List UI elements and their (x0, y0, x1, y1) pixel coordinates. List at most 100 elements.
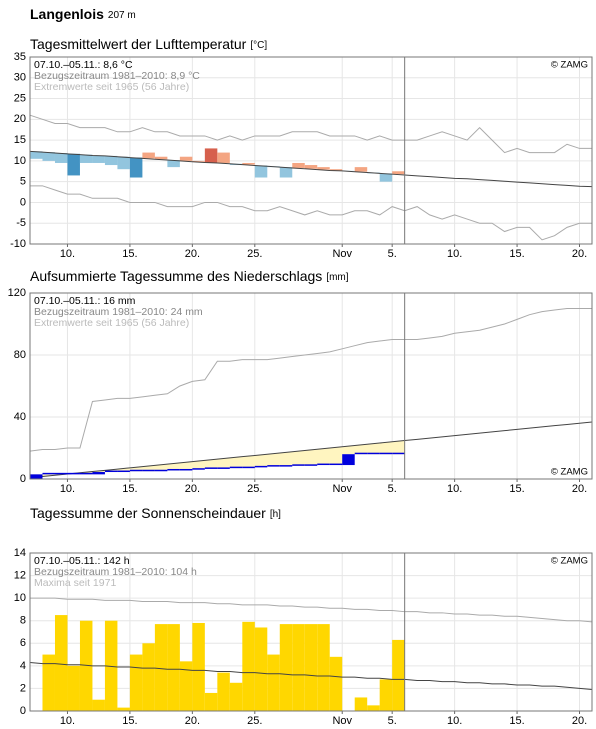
chart-title-text: Aufsummierte Tagessumme des Niederschlag… (30, 268, 322, 284)
anomaly-bar (304, 165, 318, 169)
line (29, 150, 593, 188)
x-tick-label: 25. (247, 483, 262, 495)
chart-title: Tagessumme der Sonnenscheindauer [h] (30, 505, 281, 521)
x-tick-label: 10. (60, 248, 75, 260)
precip-bar (67, 472, 80, 475)
x-tick-label: 15. (509, 483, 524, 495)
bar (79, 620, 93, 711)
line (30, 185, 592, 241)
line (30, 597, 593, 623)
anomaly-bar (217, 152, 230, 163)
x-tick-label: 20. (185, 715, 200, 727)
x-tick-label: 25. (247, 715, 262, 727)
bar (104, 620, 118, 711)
y-tick-label: 35 (14, 51, 26, 63)
x-tick-label: 20. (572, 248, 587, 260)
bar (217, 672, 230, 711)
precip-bar (192, 468, 205, 470)
precip-bar (42, 472, 55, 475)
y-tick-label: 15 (14, 134, 26, 146)
anomaly-bar (129, 157, 143, 178)
annotation: 07.10.–05.11.: 16 mm (34, 295, 136, 307)
x-tick-label: 10. (447, 248, 462, 260)
bar (142, 643, 155, 711)
x-tick-label: 10. (447, 483, 462, 495)
bar (204, 692, 218, 711)
x-tick-label: 20. (185, 483, 200, 495)
anomaly-bar (167, 160, 180, 168)
precip-bar (304, 464, 318, 466)
precip-bar (217, 467, 230, 469)
bar (129, 654, 143, 711)
y-tick-label: 4 (20, 660, 26, 672)
precip-bar (142, 469, 155, 472)
x-tick-label: 5. (388, 715, 397, 727)
y-tick-label: 20 (14, 113, 26, 125)
precip-bar (342, 454, 355, 466)
bar (154, 624, 168, 711)
y-tick-label: 0 (20, 196, 26, 208)
bar (367, 705, 380, 711)
chart: Aufsummierte Tagessumme des Niederschlag… (8, 268, 593, 495)
anomaly-bar (329, 169, 343, 171)
x-tick-label: 10. (60, 483, 75, 495)
anomaly-bar (317, 167, 330, 170)
x-tick-label: 15. (122, 248, 137, 260)
precip-bar (254, 465, 268, 468)
anomaly-bar (192, 160, 205, 162)
precip-bar (129, 469, 143, 472)
anomaly-bar (354, 167, 368, 172)
chart-unit: [°C] (250, 40, 267, 51)
precip-bar (242, 466, 255, 469)
precip-bar (379, 452, 393, 455)
anomaly-bar (154, 156, 168, 160)
precip-bar (392, 452, 405, 455)
anomaly-bar (30, 151, 43, 159)
y-tick-label: 80 (14, 349, 26, 361)
x-tick-label: Nov (332, 715, 352, 727)
anomaly-bar (79, 154, 93, 163)
anomaly-bar (104, 155, 118, 166)
chart: Tagessumme der Sonnenscheindauer [h] 0 2 4 6 8… (14, 505, 593, 727)
precip-bar (104, 470, 118, 473)
bar (329, 656, 343, 711)
annotation: Bezugszeitraum 1981–2010: 24 mm (34, 306, 203, 318)
precip-bar (279, 465, 293, 467)
bar (292, 624, 305, 711)
y-tick-label: -10 (10, 238, 26, 250)
bar (379, 679, 393, 711)
source: © ZAMG (551, 467, 588, 478)
annotation: Extremwerte seit 1965 (56 Jahre) (34, 81, 189, 93)
plot-border (29, 292, 593, 480)
plot-area (30, 293, 592, 479)
y-tick-label: 8 (20, 615, 26, 627)
anomaly-bar (292, 162, 305, 168)
x-tick-label: 20. (572, 483, 587, 495)
anomaly-bar (54, 152, 68, 163)
bar (304, 624, 318, 711)
precip-bar (367, 452, 380, 455)
chart-unit: [mm] (326, 272, 348, 283)
station-elevation: 207 m (108, 10, 136, 21)
precip-bar (117, 470, 130, 473)
line (29, 421, 593, 479)
precip-bar (354, 452, 368, 455)
precip-bar (79, 472, 93, 475)
annotation: Bezugszeitraum 1981–2010: 8,9 °C (34, 70, 200, 82)
bar (117, 707, 130, 711)
annotation: 07.10.–05.11.: 142 h (34, 555, 130, 567)
anomaly-bar (117, 156, 130, 170)
x-tick-label: 5. (388, 483, 397, 495)
y-tick-label: 5 (20, 176, 26, 188)
bar (192, 622, 205, 711)
precip-bar (54, 472, 68, 475)
precip-bar (329, 463, 343, 466)
anomaly-bar (42, 152, 55, 161)
annotation: Bezugszeitraum 1981–2010: 104 h (34, 566, 197, 578)
y-tick-label: 14 (14, 547, 26, 559)
bar (167, 624, 180, 711)
bar (92, 699, 105, 711)
x-tick-label: 15. (509, 248, 524, 260)
y-tick-label: 40 (14, 411, 26, 423)
